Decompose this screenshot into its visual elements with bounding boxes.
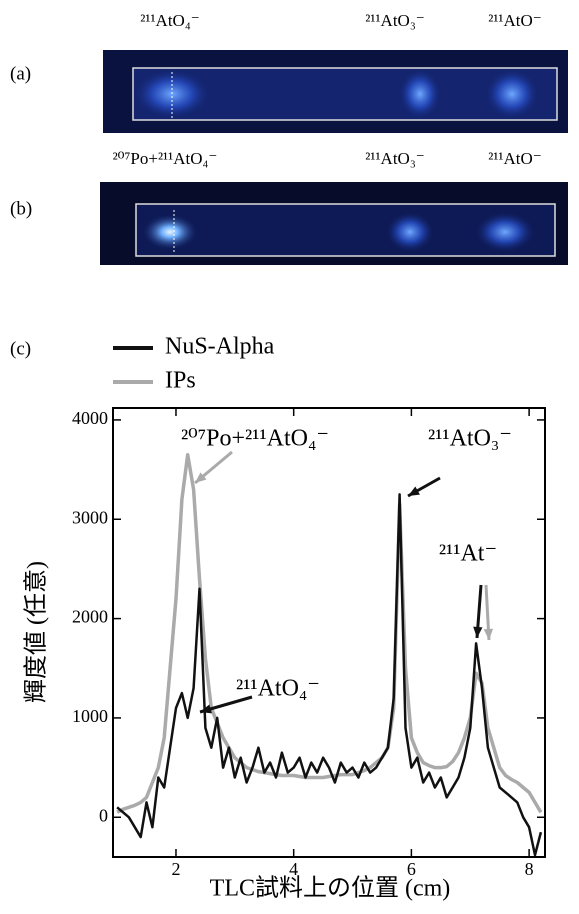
x-tick-label: 2	[171, 859, 180, 879]
y-tick-label: 2000	[72, 607, 108, 627]
x-tick-label: 4	[289, 859, 298, 879]
plot-frame	[113, 408, 545, 857]
spot-label: ²¹¹AtO⁻	[488, 11, 542, 30]
y-tick-label: 0	[99, 805, 108, 825]
image-b	[100, 182, 568, 265]
panel-label: (a)	[10, 63, 31, 84]
x-tick-label: 8	[525, 859, 534, 879]
legend-label: NuS-Alpha	[165, 334, 275, 360]
panel-label: (b)	[10, 198, 32, 219]
annotation: ²¹¹At⁻	[439, 541, 497, 567]
y-tick-label: 4000	[72, 408, 108, 428]
spot-label: ²⁰⁷Po+²¹¹AtO₄⁻	[113, 149, 218, 168]
x-tick-label: 6	[407, 859, 416, 879]
arrow-head	[473, 627, 482, 638]
annotation: ²¹¹AtO₃⁻	[428, 426, 512, 452]
spot-label: ²¹¹AtO₃⁻	[365, 11, 424, 30]
arrow-head	[484, 629, 493, 640]
spot-label: ²¹¹AtO⁻	[488, 149, 542, 168]
legend-label: IPs	[165, 368, 196, 394]
y-tick-label: 1000	[72, 706, 108, 726]
y-axis-label: 輝度値 (任意)	[23, 561, 50, 703]
y-tick-label: 3000	[72, 507, 108, 527]
figure: (a) ²¹¹AtO₄⁻ ²¹¹AtO₃⁻ ²¹¹AtO⁻ (b) ²⁰⁷Po+…	[0, 0, 579, 909]
image-a	[103, 50, 568, 133]
panel-label: (c)	[10, 338, 31, 359]
annotation: ²⁰⁷Po+²¹¹AtO₄⁻	[181, 426, 329, 452]
spot-label: ²¹¹AtO₄⁻	[140, 11, 199, 30]
spot-label: ²¹¹AtO₃⁻	[365, 149, 424, 168]
